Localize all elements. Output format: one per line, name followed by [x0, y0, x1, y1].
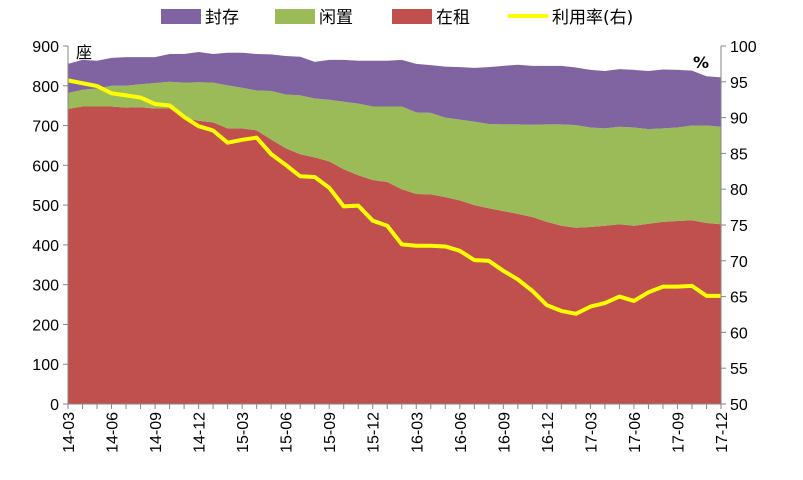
right-tick-label: 60 [730, 325, 748, 342]
left-tick-label: 800 [32, 79, 59, 96]
line-series-utilization [67, 78, 721, 316]
left-tick-label: 500 [32, 198, 59, 215]
x-tick-label: 14-12 [192, 412, 209, 453]
area-series-2 [68, 51, 721, 130]
x-tick-label: 15-06 [279, 412, 296, 453]
right-tick-label: 50 [730, 397, 748, 414]
legend-label: 封存 [205, 8, 239, 28]
left-tick-label: 400 [32, 238, 59, 255]
x-tick-label: 16-12 [540, 412, 557, 453]
x-tick-label: 17-06 [627, 412, 644, 453]
legend-swatch [392, 9, 432, 24]
legend-label: 利用率(右) [552, 8, 633, 28]
right-tick-label: 65 [730, 290, 748, 307]
x-tick-label: 17-03 [583, 412, 600, 453]
left-tick-label: 0 [50, 397, 59, 414]
area-series-1 [68, 81, 721, 228]
left-tick-label: 600 [32, 158, 59, 175]
x-tick-label: 15-09 [322, 412, 339, 453]
left-tick-label: 100 [32, 357, 59, 374]
right-tick-label: 100 [730, 39, 757, 56]
x-tick-label: 14-03 [61, 412, 78, 453]
area-series-0 [68, 106, 721, 405]
left-tick-label: 200 [32, 317, 59, 334]
right-axis-unit: % [693, 53, 709, 72]
left-axis-unit: 座 [76, 43, 92, 62]
right-tick-label: 55 [730, 361, 748, 378]
x-tick-label: 17-09 [670, 412, 687, 453]
left-tick-label: 300 [32, 278, 59, 295]
legend-swatch [275, 9, 315, 24]
x-tick-label: 15-12 [366, 412, 383, 453]
right-tick-label: 95 [730, 75, 748, 92]
x-tick-label: 14-09 [148, 412, 165, 453]
right-tick-label: 80 [730, 182, 748, 199]
right-tick-label: 90 [730, 111, 748, 128]
x-tick-label: 16-09 [496, 412, 513, 453]
right-tick-label: 75 [730, 218, 748, 235]
right-tick-label: 70 [730, 254, 748, 271]
legend-swatch [161, 9, 201, 24]
stacked-areas [68, 51, 721, 405]
utilization-line [67, 78, 721, 316]
x-tick-label: 15-03 [235, 412, 252, 453]
x-tick-label: 17-12 [714, 412, 731, 453]
legend-label: 在租 [436, 8, 470, 28]
axes: 0 100 200 300 400 500 600 700 800 900 50 55 60 65 70 75… [32, 39, 757, 453]
left-tick-label: 700 [32, 119, 59, 136]
x-tick-label: 14-06 [105, 412, 122, 453]
x-tick-label: 16-03 [409, 412, 426, 453]
x-tick-label: 16-06 [453, 412, 470, 453]
right-tick-label: 85 [730, 146, 748, 163]
legend-label: 闲置 [319, 8, 353, 28]
left-tick-label: 900 [32, 39, 59, 56]
legend: 封存 闲置 在租 利用率(右) [161, 8, 633, 28]
